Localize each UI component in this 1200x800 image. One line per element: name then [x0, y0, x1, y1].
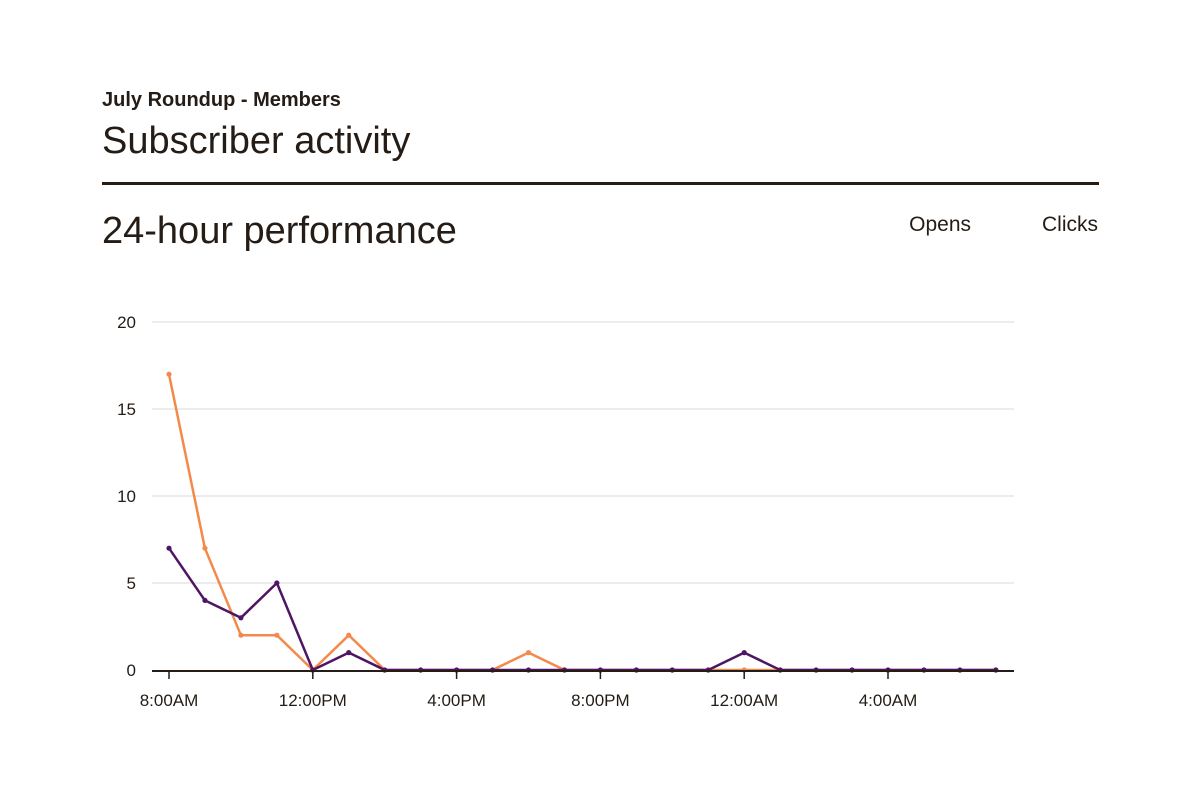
campaign-name: July Roundup - Members: [102, 89, 341, 111]
opens-point-5: [346, 632, 352, 638]
x-tick-label-1: 12:00PM: [279, 691, 347, 710]
x-tick-label-4: 12:00AM: [710, 691, 778, 710]
x-tick-label-0: 8:00AM: [140, 691, 199, 710]
x-tick-label-3: 8:00PM: [571, 691, 630, 710]
y-tick-label-10: 10: [117, 487, 136, 506]
clicks-point-1: [202, 597, 208, 604]
page-title: Subscriber activity: [102, 120, 411, 162]
opens-point-1: [202, 545, 208, 551]
clicks-point-16: [741, 650, 747, 656]
clicks-point-0: [166, 545, 172, 551]
clicks-point-2: [238, 615, 244, 621]
clicks-point-5: [346, 650, 352, 656]
section-title: 24-hour performance: [102, 210, 457, 252]
opens-point-0: [166, 371, 172, 377]
x-tick-label-2: 4:00PM: [427, 691, 486, 710]
clicks-point-3: [274, 580, 280, 586]
y-tick-label-15: 15: [117, 400, 136, 419]
opens-point-10: [525, 650, 532, 656]
y-tick-label-0: 0: [127, 661, 136, 680]
opens-point-3: [274, 632, 280, 638]
legend-opens-toggle[interactable]: Opens: [909, 213, 971, 236]
x-tick-label-5: 4:00AM: [859, 691, 918, 710]
y-tick-label-20: 20: [117, 313, 136, 332]
opens-series-line: [167, 373, 996, 672]
y-tick-label-5: 5: [127, 574, 136, 593]
title-divider: [102, 182, 1099, 185]
legend-clicks-toggle[interactable]: Clicks: [1042, 213, 1098, 236]
opens-point-2: [238, 632, 244, 638]
